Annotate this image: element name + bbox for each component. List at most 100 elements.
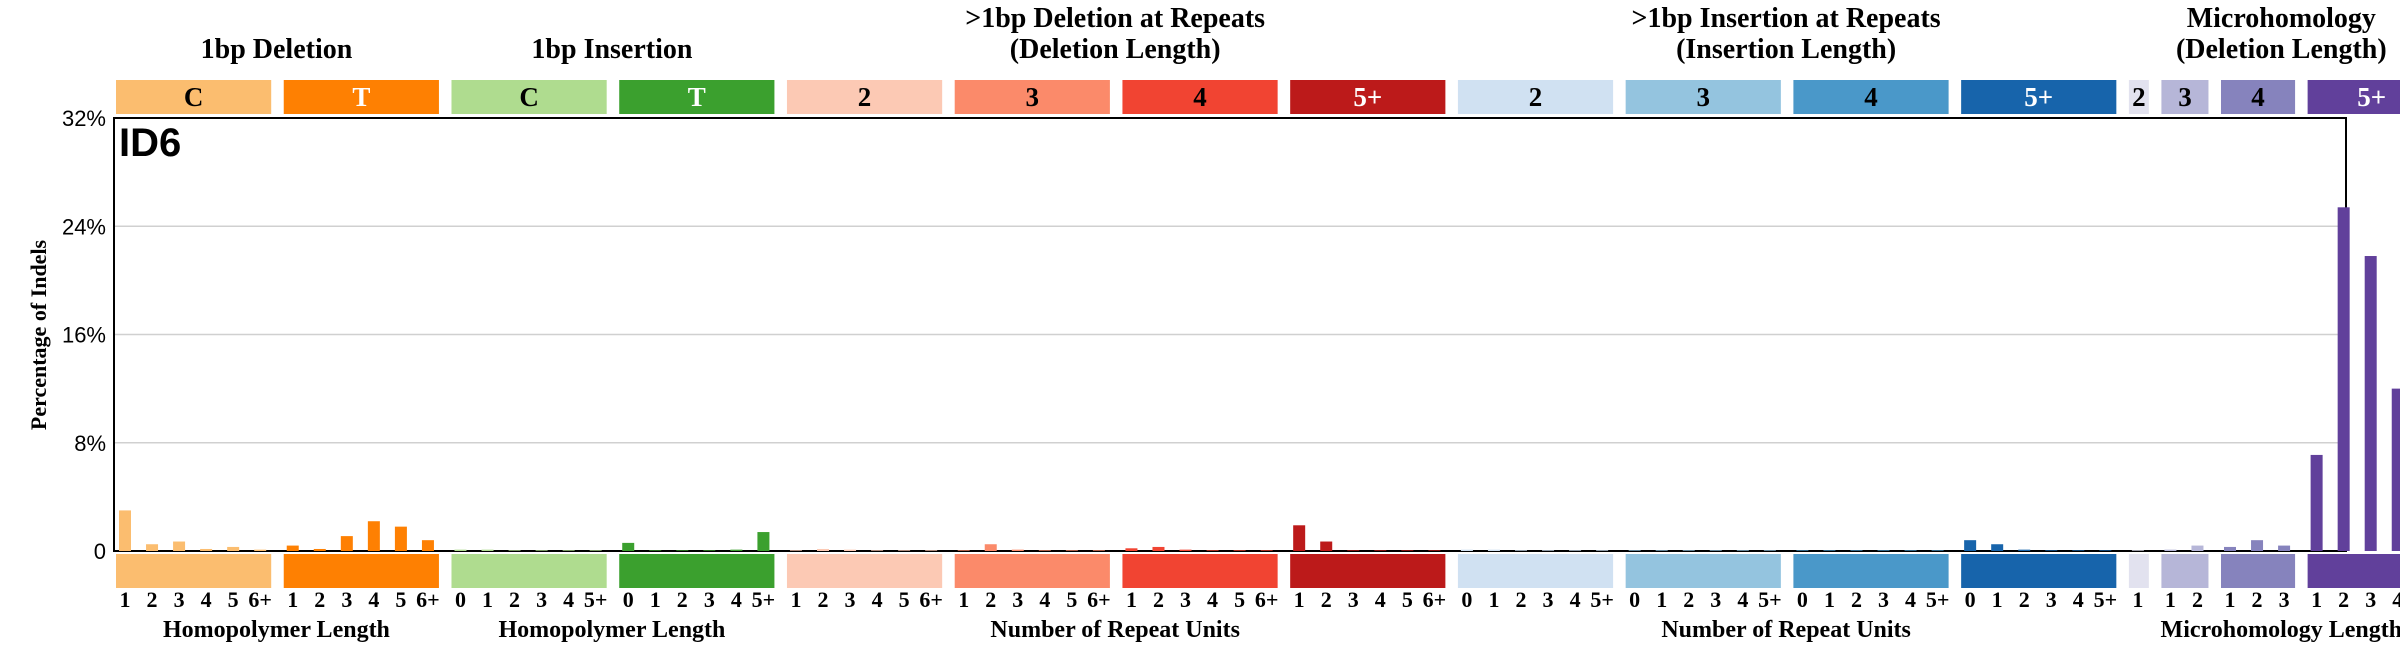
x-group-label: Number of Repeat Units [1661, 617, 1911, 643]
x-tick-label: 1 [1126, 587, 1137, 612]
x-tick-label: 3 [341, 587, 352, 612]
x-tick-label: 3 [1348, 587, 1359, 612]
x-tick-label: 4 [1207, 587, 1218, 612]
category-band [451, 554, 607, 588]
bar [481, 549, 494, 551]
x-tick-label: 5+ [752, 587, 776, 612]
bar [1736, 550, 1749, 551]
x-tick-label: 3 [845, 587, 856, 612]
x-group-label: Homopolymer Length [163, 617, 390, 643]
category-band [1290, 554, 1446, 588]
x-tick-label: 6+ [1255, 587, 1279, 612]
x-tick-label: 6+ [1087, 587, 1111, 612]
x-tick-label: 4 [731, 587, 742, 612]
x-tick-label: 3 [1012, 587, 1023, 612]
bar [367, 521, 380, 551]
x-tick-label: 0 [1461, 587, 1472, 612]
y-tick-label: 16% [62, 323, 106, 348]
bar [1206, 550, 1219, 551]
bar [313, 548, 326, 551]
category-banner [1122, 80, 1278, 114]
bar [1347, 550, 1360, 551]
x-tick-label: 3 [704, 587, 715, 612]
x-tick-label: 4 [2073, 587, 2084, 612]
bar [286, 545, 299, 551]
x-tick-label: 1 [2132, 587, 2143, 612]
category-band [2161, 554, 2209, 588]
bar [1092, 550, 1105, 551]
category-banner [954, 80, 1110, 114]
bar [1596, 550, 1609, 551]
group-subtitle: (Deletion Length) [1010, 34, 1221, 65]
x-tick-label: 5 [228, 587, 239, 612]
bar [871, 550, 884, 551]
x-tick-label: 0 [1797, 587, 1808, 612]
bar [1152, 546, 1165, 551]
x-tick-label: 2 [2252, 587, 2263, 612]
bar [1125, 548, 1138, 551]
bar [1320, 541, 1333, 551]
x-tick-label: 4 [563, 587, 574, 612]
bar [173, 541, 186, 551]
x-tick-label: 5+ [1590, 587, 1614, 612]
bar [394, 526, 407, 551]
bar [1179, 549, 1192, 551]
x-tick-label: 1 [790, 587, 801, 612]
x-tick-label: 2 [1321, 587, 1332, 612]
category-label: T [352, 82, 370, 112]
bar [1428, 550, 1441, 551]
bar [2364, 256, 2377, 551]
category-label: 5+ [1353, 82, 1382, 112]
bar [2391, 388, 2400, 551]
category-banner [2161, 80, 2209, 114]
bar [817, 548, 829, 551]
bar [1542, 550, 1555, 551]
category-label: 3 [1697, 82, 1711, 112]
x-tick-label: 4 [1737, 587, 1748, 612]
x-tick-label: 3 [2046, 587, 2057, 612]
bar [2191, 545, 2204, 551]
x-tick-label: 4 [2392, 587, 2400, 612]
x-tick-label: 1 [958, 587, 969, 612]
x-tick-label: 2 [2019, 587, 2030, 612]
bar [1401, 550, 1414, 551]
x-tick-label: 4 [872, 587, 883, 612]
category-label: 3 [2178, 82, 2192, 112]
category-band [2307, 554, 2400, 588]
bar [1850, 550, 1863, 551]
bar [2278, 545, 2291, 551]
bar [2018, 549, 2031, 551]
bar [898, 550, 911, 551]
bar [146, 544, 159, 551]
x-tick-label: 1 [1824, 587, 1835, 612]
x-tick-label: 0 [623, 587, 634, 612]
bar [703, 550, 716, 551]
category-label: 4 [1864, 82, 1878, 112]
x-tick-label: 2 [1516, 587, 1527, 612]
category-band [786, 554, 943, 588]
bar [1011, 549, 1024, 551]
x-tick-label: 1 [1992, 587, 2003, 612]
x-tick-label: 3 [2279, 587, 2290, 612]
x-tick-label: 3 [1180, 587, 1191, 612]
x-tick-label: 5+ [1758, 587, 1782, 612]
category-band [283, 554, 439, 588]
x-tick-label: 5+ [1926, 587, 1950, 612]
x-tick-label: 1 [2165, 587, 2176, 612]
category-band [1625, 554, 1781, 588]
bar [925, 550, 938, 551]
bar [1038, 550, 1051, 551]
x-tick-label: 4 [1039, 587, 1050, 612]
bar [1655, 550, 1668, 551]
bar [1931, 550, 1944, 551]
bar [1628, 550, 1641, 551]
group-subtitle: (Deletion Length) [2176, 34, 2387, 65]
x-tick-label: 3 [1878, 587, 1889, 612]
x-tick-label: 5 [899, 587, 910, 612]
category-banner [1457, 80, 1614, 114]
category-banner [1625, 80, 1781, 114]
x-tick-label: 5+ [2094, 587, 2118, 612]
bar [254, 549, 267, 551]
bar [1374, 550, 1387, 551]
